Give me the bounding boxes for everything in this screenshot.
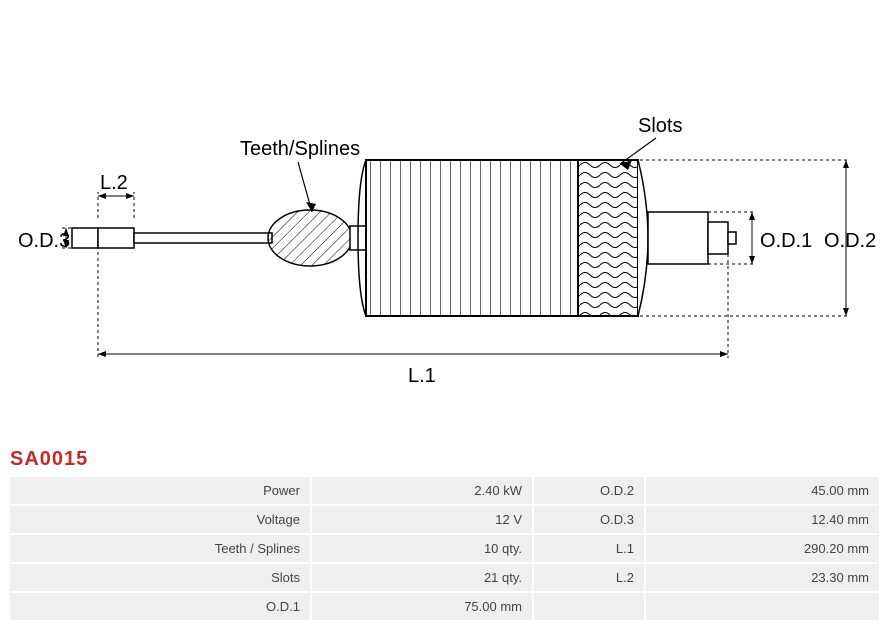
spec-val: 23.30 mm: [646, 564, 879, 591]
spec-val: 45.00 mm: [646, 477, 879, 504]
spec-val: 12 V: [312, 506, 532, 533]
spec-row: Voltage 12 V O.D.3 12.40 mm: [10, 506, 879, 533]
spec-row: Slots 21 qty. L.2 23.30 mm: [10, 564, 879, 591]
spec-key: O.D.3: [534, 506, 644, 533]
spec-val: 10 qty.: [312, 535, 532, 562]
spec-row: Teeth / Splines 10 qty. L.1 290.20 mm: [10, 535, 879, 562]
spec-val: 21 qty.: [312, 564, 532, 591]
spec-key: O.D.2: [534, 477, 644, 504]
spec-val: 290.20 mm: [646, 535, 879, 562]
spec-val: [646, 593, 879, 620]
technical-diagram: Teeth/Splines Slots L.2 O.D.3 O.D.1 O.D.…: [0, 0, 889, 440]
diagram-svg: [0, 0, 889, 440]
spec-val: 12.40 mm: [646, 506, 879, 533]
spec-val: 2.40 kW: [312, 477, 532, 504]
part-number: SA0015: [10, 448, 889, 471]
spec-row: O.D.1 75.00 mm: [10, 593, 879, 620]
spec-table: Power 2.40 kW O.D.2 45.00 mm Voltage 12 …: [0, 477, 889, 632]
spec-key: Slots: [10, 564, 310, 591]
spec-row: Power 2.40 kW O.D.2 45.00 mm: [10, 477, 879, 504]
spec-key: L.1: [534, 535, 644, 562]
spec-key: Teeth / Splines: [10, 535, 310, 562]
spec-key: O.D.1: [10, 593, 310, 620]
spec-key: Voltage: [10, 506, 310, 533]
spec-key: [534, 593, 644, 620]
spec-key: Power: [10, 477, 310, 504]
spec-val: 75.00 mm: [312, 593, 532, 620]
spec-key: L.2: [534, 564, 644, 591]
